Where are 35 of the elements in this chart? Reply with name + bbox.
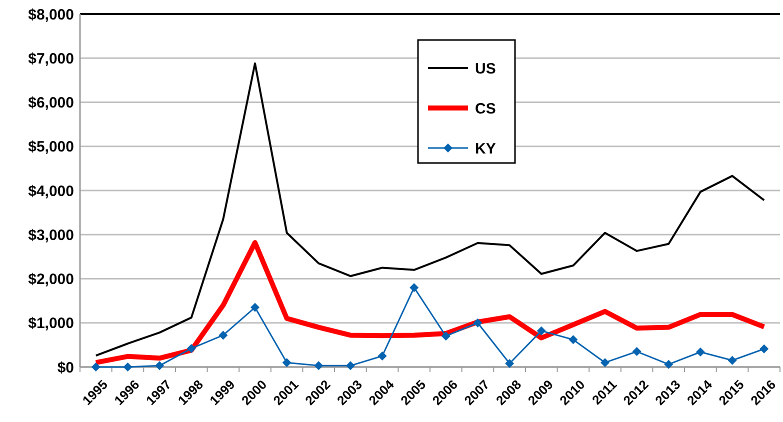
point <box>155 361 164 370</box>
point <box>760 344 769 354</box>
y-tick-label: $7,000 <box>28 50 74 68</box>
point <box>568 335 578 344</box>
point <box>441 332 450 341</box>
y-tick-label: $0 <box>57 359 74 376</box>
point <box>632 347 642 356</box>
point <box>664 360 674 369</box>
y-tick-label: $5,000 <box>28 138 74 156</box>
legend-label: KY <box>475 140 496 158</box>
point <box>378 351 387 360</box>
point <box>346 361 355 370</box>
point <box>505 358 514 368</box>
y-tick-label: $2,000 <box>28 271 74 288</box>
point <box>600 358 610 368</box>
y-tick-label: $1,000 <box>28 315 74 332</box>
point <box>728 356 737 365</box>
point <box>696 348 705 356</box>
point <box>218 330 228 340</box>
point <box>123 362 132 372</box>
y-tick-label: $3,000 <box>28 226 74 244</box>
y-tick-label: $4,000 <box>28 182 74 200</box>
point <box>314 361 324 370</box>
point <box>91 362 100 372</box>
point <box>250 302 260 312</box>
point <box>186 344 196 353</box>
y-tick-label: $6,000 <box>28 94 74 112</box>
line-series <box>94 62 766 357</box>
legend-label: CS <box>475 100 496 118</box>
point <box>473 318 482 328</box>
legend-label: US <box>475 60 496 78</box>
point <box>282 358 292 368</box>
point <box>536 326 546 336</box>
y-tick-label: $8,000 <box>28 6 74 24</box>
point <box>410 283 419 292</box>
